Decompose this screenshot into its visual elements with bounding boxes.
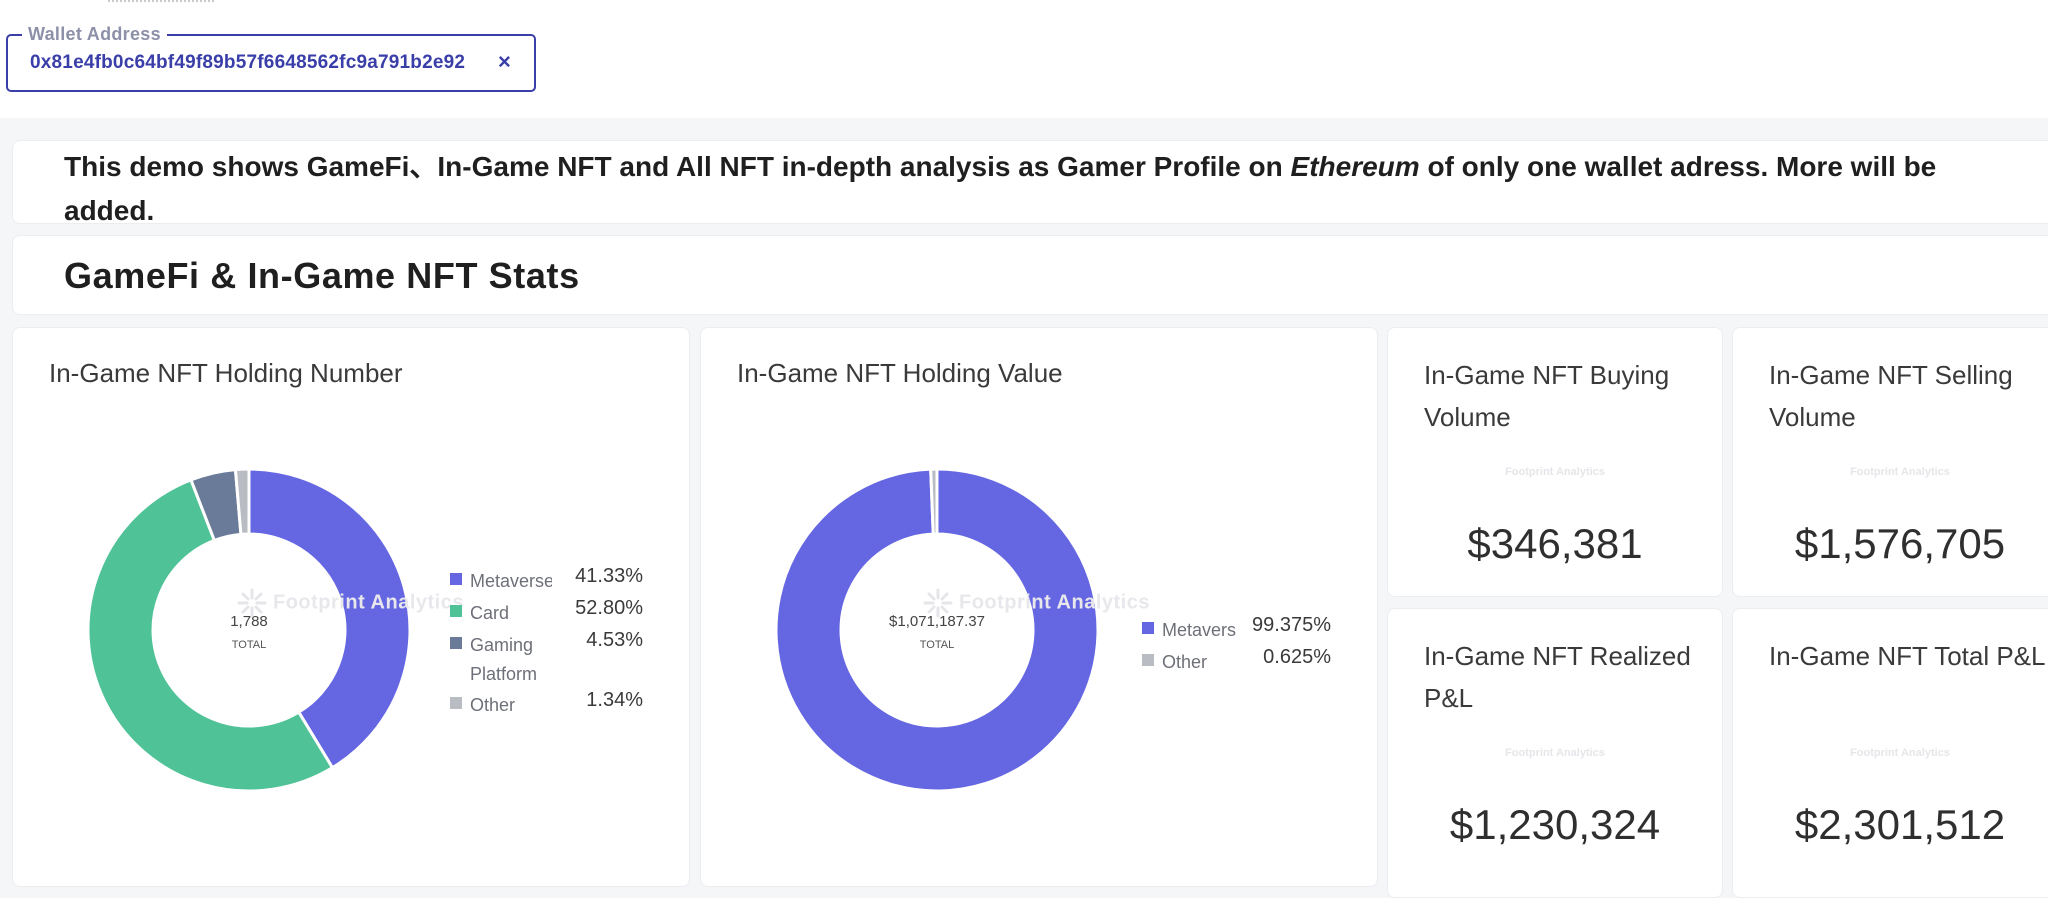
footprint-logo-icon [237,588,267,618]
watermark-text: Footprint Analytics [1505,466,1605,478]
top-bar: Wallet Address 0x81e4fb0c64bf49f89b57f66… [0,0,2048,118]
legend-percent: 0.625% [1263,646,1331,668]
demo-text-part: This demo shows GameFi、In-Game NFT and A… [64,151,1291,182]
realized-pnl-card: In-Game NFT Realized P&L Footprint Analy… [1387,608,1723,898]
legend-percent: 4.53% [586,629,643,651]
total-pnl-card: In-Game NFT Total P&L Footprint Analytic… [1732,608,2048,898]
wallet-address-label: Wallet Address [22,24,167,45]
donut-center-value: $1,071,187.37 [889,613,985,630]
stat-title: In-Game NFT Selling Volume [1769,360,2013,432]
section-header-card: GameFi & In-Game NFT Stats [12,235,2048,315]
legend-percent: 99.375% [1252,614,1331,636]
legend-label[interactable]: Metavers [1162,620,1237,640]
stat-value: $1,576,705 [1794,520,2006,567]
demo-text-emphasis: Ethereum [1290,151,1420,182]
clear-icon[interactable]: × [498,49,511,74]
buying-volume-card: In-Game NFT Buying Volume Footprint Anal… [1387,327,1723,597]
holding-number-card: In-Game NFT Holding Number 1,788 TOTAL Fo… [12,327,690,887]
pie-slice-metaverse[interactable] [774,467,1100,793]
pie-slice-other[interactable] [233,467,251,536]
legend-swatch [1142,654,1154,666]
donut-center-value: 1,788 [230,613,268,630]
stat-title: In-Game NFT Buying Volume [1424,360,1670,432]
wallet-address-input[interactable]: 0x81e4fb0c64bf49f89b57f6648562fc9a791b2e… [30,52,466,73]
legend-swatch [450,697,462,709]
legend-swatch [450,637,462,649]
watermark-text: Footprint Analytics [1850,466,1950,478]
legend-label[interactable]: Gaming Platform [470,635,538,684]
demo-notice-card: This demo shows GameFi、In-Game NFT and A… [12,140,2048,226]
pie-slice-metaverse[interactable] [247,467,412,770]
legend-label[interactable]: Other [1162,652,1208,672]
demo-text-part: of only one wallet adress. More will be … [64,151,1937,226]
donut-center-label: TOTAL [232,639,266,651]
watermark-text: Footprint Analytics [273,591,464,614]
stat-value: $2,301,512 [1794,801,2006,848]
section-title: GameFi & In-Game NFT Stats [64,255,580,296]
watermark-text: Footprint Analytics [1850,747,1950,759]
watermark-text: Footprint Analytics [959,591,1150,614]
holding-value-card: In-Game NFT Holding Value $1,071,187.37 T… [700,327,1378,887]
chart-title: In-Game NFT Holding Number [49,358,403,388]
legend-percent: 52.80% [575,597,643,619]
stat-value: $346,381 [1467,520,1643,567]
legend-percent: 41.33% [575,565,643,587]
watermark: Footprint Analytics [921,586,1150,620]
stat-title: In-Game NFT Total P&L [1769,641,2046,671]
legend-label[interactable]: Other [470,695,516,715]
legend-percent: 1.34% [586,689,643,711]
legend-label[interactable]: Metaverse [470,571,552,591]
watermark: Footprint Analytics [235,586,464,620]
pie-slice-other[interactable] [929,467,939,536]
selling-volume-card: In-Game NFT Selling Volume Footprint Ana… [1732,327,2048,597]
pie-slice-card[interactable] [86,477,335,793]
footprint-logo-icon [923,588,953,618]
divider [108,0,214,4]
demo-notice-text: This demo shows GameFi、In-Game NFT and A… [64,145,2004,233]
stat-value: $1,230,324 [1449,801,1661,848]
holding-number-donut: 1,788 TOTAL [86,467,412,793]
wallet-address-field[interactable]: Wallet Address 0x81e4fb0c64bf49f89b57f66… [6,24,536,92]
stat-title: In-Game NFT Realized P&L [1424,641,1691,713]
chart-title: In-Game NFT Holding Value [737,358,1063,388]
holding-value-donut: $1,071,187.37 TOTAL [774,467,1100,793]
legend-swatch [450,605,462,617]
legend-swatch [450,573,462,585]
legend-label[interactable]: Card [470,603,510,623]
legend-swatch [1142,622,1154,634]
donut-center-label: TOTAL [920,639,954,651]
watermark-text: Footprint Analytics [1505,747,1605,759]
